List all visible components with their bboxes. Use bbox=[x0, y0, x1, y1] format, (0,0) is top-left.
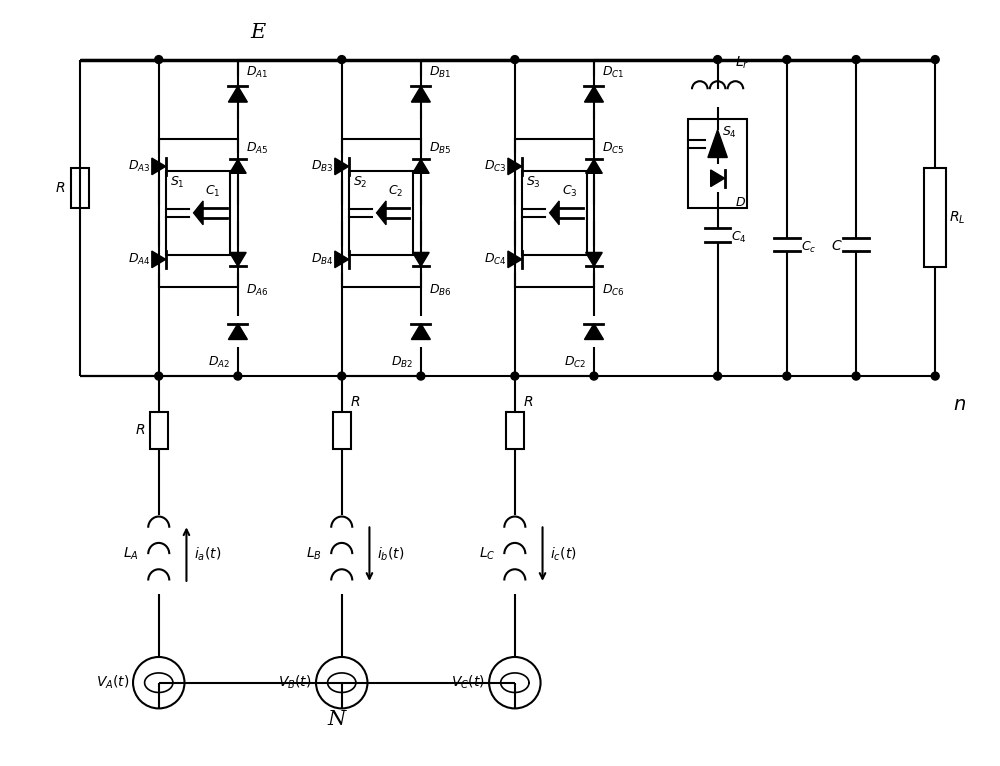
Circle shape bbox=[338, 56, 346, 64]
Bar bbox=[688, 119, 747, 208]
Circle shape bbox=[417, 372, 425, 380]
Circle shape bbox=[931, 56, 939, 64]
Bar bbox=[522, 171, 587, 255]
Text: $D_{B5}$: $D_{B5}$ bbox=[429, 142, 451, 156]
Circle shape bbox=[714, 372, 722, 380]
Text: $S_4$: $S_4$ bbox=[722, 125, 736, 140]
Polygon shape bbox=[708, 129, 727, 158]
Text: $D_{C1}$: $D_{C1}$ bbox=[602, 65, 624, 80]
Circle shape bbox=[783, 56, 791, 64]
Text: $D_{C5}$: $D_{C5}$ bbox=[602, 142, 624, 156]
Circle shape bbox=[931, 372, 939, 380]
Bar bbox=[150, 411, 168, 450]
Bar bbox=[349, 171, 413, 255]
Bar bbox=[159, 139, 238, 287]
Text: $D_{A1}$: $D_{A1}$ bbox=[246, 65, 268, 80]
Bar bbox=[333, 411, 351, 450]
Polygon shape bbox=[508, 158, 522, 175]
Polygon shape bbox=[335, 158, 349, 175]
Text: $D_{A4}$: $D_{A4}$ bbox=[128, 252, 151, 267]
Text: $n$: $n$ bbox=[953, 396, 966, 414]
Polygon shape bbox=[413, 159, 429, 173]
Text: $V_A(t)$: $V_A(t)$ bbox=[96, 674, 129, 692]
Text: $C_3$: $C_3$ bbox=[562, 184, 577, 199]
Bar bbox=[342, 139, 421, 287]
Text: $L_r$: $L_r$ bbox=[735, 55, 750, 71]
Text: $D_{C4}$: $D_{C4}$ bbox=[484, 252, 507, 267]
Text: $D_{A3}$: $D_{A3}$ bbox=[128, 159, 151, 174]
Text: $i_a(t)$: $i_a(t)$ bbox=[194, 545, 222, 563]
Polygon shape bbox=[377, 201, 386, 224]
Text: $R$: $R$ bbox=[135, 424, 145, 437]
Polygon shape bbox=[586, 253, 602, 267]
Polygon shape bbox=[335, 251, 349, 267]
Circle shape bbox=[852, 372, 860, 380]
Text: $S_2$: $S_2$ bbox=[353, 175, 368, 190]
Text: $L_A$: $L_A$ bbox=[123, 546, 139, 562]
Text: $D_{C6}$: $D_{C6}$ bbox=[602, 283, 625, 298]
Text: $D_{B2}$: $D_{B2}$ bbox=[391, 355, 413, 371]
Text: $S_1$: $S_1$ bbox=[170, 175, 185, 190]
Bar bbox=[506, 411, 524, 450]
Text: $D_{C3}$: $D_{C3}$ bbox=[484, 159, 507, 174]
Text: $C_1$: $C_1$ bbox=[205, 184, 221, 199]
Text: $D_{A2}$: $D_{A2}$ bbox=[208, 355, 230, 371]
Circle shape bbox=[852, 56, 860, 64]
Text: $R_L$: $R_L$ bbox=[949, 210, 966, 226]
Circle shape bbox=[511, 56, 519, 64]
Polygon shape bbox=[194, 201, 203, 224]
Bar bbox=[166, 171, 230, 255]
Circle shape bbox=[155, 56, 163, 64]
Text: $D_{B4}$: $D_{B4}$ bbox=[311, 252, 334, 267]
Bar bbox=[924, 169, 946, 267]
Text: $L_C$: $L_C$ bbox=[479, 546, 495, 562]
Polygon shape bbox=[584, 87, 603, 102]
Polygon shape bbox=[508, 251, 522, 267]
Text: E: E bbox=[250, 23, 265, 42]
Polygon shape bbox=[711, 170, 725, 187]
Text: N: N bbox=[328, 710, 346, 729]
Text: $D$: $D$ bbox=[735, 196, 746, 209]
Polygon shape bbox=[230, 159, 246, 173]
Bar bbox=[515, 139, 594, 287]
Text: $D_{B3}$: $D_{B3}$ bbox=[311, 159, 334, 174]
Text: $R$: $R$ bbox=[350, 394, 360, 409]
Circle shape bbox=[783, 372, 791, 380]
Text: $C_2$: $C_2$ bbox=[388, 184, 404, 199]
Circle shape bbox=[155, 372, 163, 380]
Polygon shape bbox=[228, 324, 247, 339]
Polygon shape bbox=[152, 158, 166, 175]
Text: $D_{B6}$: $D_{B6}$ bbox=[429, 283, 451, 298]
Polygon shape bbox=[584, 324, 603, 339]
Text: $S_3$: $S_3$ bbox=[526, 175, 541, 190]
Polygon shape bbox=[230, 253, 246, 267]
Text: $C_4$: $C_4$ bbox=[731, 230, 747, 245]
Bar bbox=[71, 169, 89, 208]
Polygon shape bbox=[152, 251, 166, 267]
Text: $L_B$: $L_B$ bbox=[306, 546, 322, 562]
Text: $i_c(t)$: $i_c(t)$ bbox=[550, 545, 577, 563]
Text: $V_C(t)$: $V_C(t)$ bbox=[451, 674, 485, 692]
Text: $D_{C2}$: $D_{C2}$ bbox=[564, 355, 586, 371]
Text: $i_b(t)$: $i_b(t)$ bbox=[377, 545, 405, 563]
Circle shape bbox=[590, 372, 598, 380]
Circle shape bbox=[714, 56, 722, 64]
Polygon shape bbox=[413, 253, 429, 267]
Circle shape bbox=[511, 372, 519, 380]
Text: $R$: $R$ bbox=[55, 181, 66, 195]
Text: $V_B(t)$: $V_B(t)$ bbox=[278, 674, 312, 692]
Text: $R$: $R$ bbox=[523, 394, 533, 409]
Polygon shape bbox=[411, 324, 430, 339]
Polygon shape bbox=[550, 201, 559, 224]
Text: $D_{A6}$: $D_{A6}$ bbox=[246, 283, 268, 298]
Polygon shape bbox=[586, 159, 602, 173]
Text: $C_c$: $C_c$ bbox=[801, 240, 816, 255]
Circle shape bbox=[338, 372, 346, 380]
Text: $C$: $C$ bbox=[831, 238, 842, 253]
Polygon shape bbox=[228, 87, 247, 102]
Text: $D_{A5}$: $D_{A5}$ bbox=[246, 142, 268, 156]
Polygon shape bbox=[411, 87, 430, 102]
Text: $D_{B1}$: $D_{B1}$ bbox=[429, 65, 451, 80]
Circle shape bbox=[234, 372, 242, 380]
